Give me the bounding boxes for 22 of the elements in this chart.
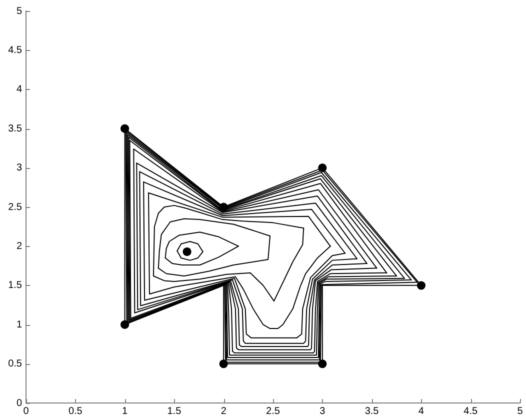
y-tick-label: 3.5 — [8, 123, 22, 134]
x-tick-label: 3.5 — [364, 406, 380, 417]
y-tick-label: 0 — [16, 398, 22, 409]
y-tick-label: 4.5 — [8, 44, 22, 56]
x-tick-label: 1 — [122, 406, 128, 417]
y-tick-label: 4 — [16, 84, 22, 96]
x-tick-label: 0.5 — [68, 406, 83, 417]
x-tick-label: 4 — [418, 406, 424, 417]
y-tick-label: 0.5 — [8, 358, 22, 370]
x-tick-label: 0 — [23, 406, 30, 417]
y-tick-label: 1.5 — [8, 280, 22, 292]
y-tick-label: 1 — [16, 319, 22, 330]
x-tick-label: 2 — [220, 406, 227, 417]
x-tick-label: 3 — [320, 406, 326, 417]
x-tick-label: 1.5 — [167, 406, 182, 417]
y-tick-label: 5 — [16, 6, 22, 17]
x-tick-label: 2.5 — [266, 406, 280, 417]
y-tick-label: 3 — [16, 162, 22, 174]
y-tick-label: 2.5 — [8, 202, 22, 213]
x-tick-label: 5 — [517, 406, 524, 417]
x-tick-label: 4.5 — [464, 406, 478, 417]
y-tick-label: 2 — [16, 240, 22, 252]
